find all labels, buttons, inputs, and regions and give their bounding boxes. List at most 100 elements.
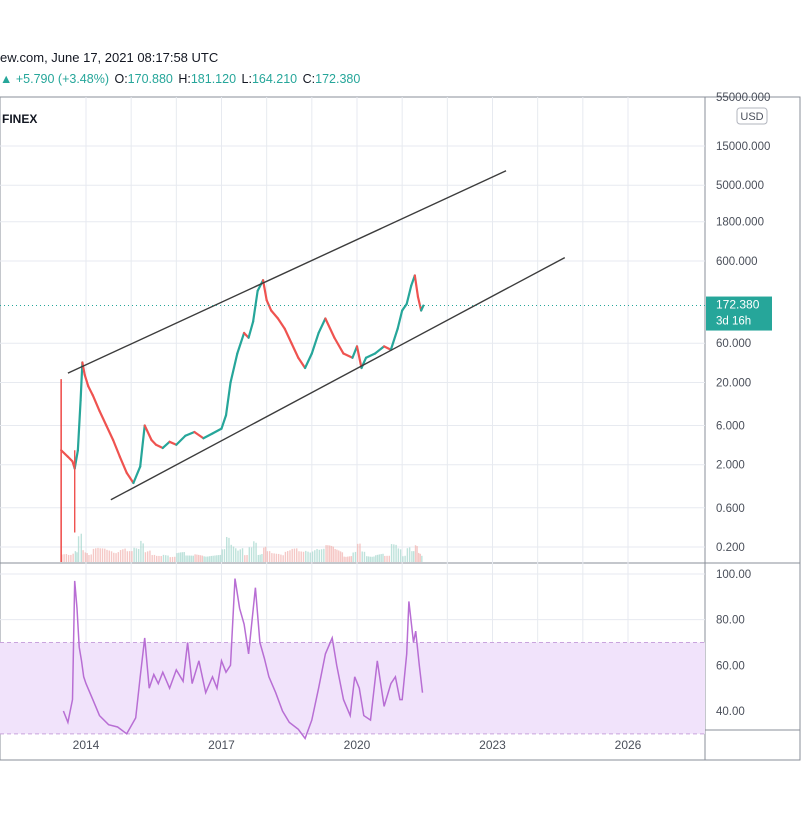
volume-bar (169, 557, 171, 562)
time-tick-label: 2026 (615, 738, 642, 752)
volume-bar (357, 543, 359, 562)
price-tick-label: 1800.000 (716, 217, 764, 229)
volume-bar (380, 554, 382, 562)
price-segment (290, 342, 300, 359)
volume-bar (219, 554, 222, 562)
volume-bar (334, 548, 336, 562)
channel-lower-line[interactable] (110, 256, 566, 501)
price-segment (373, 345, 386, 355)
price-segment (76, 399, 82, 452)
price-segment (168, 440, 178, 446)
volume-bar (144, 552, 147, 562)
volume-bar (104, 548, 106, 562)
volume-bar (90, 554, 92, 562)
volume-bar (214, 555, 216, 562)
volume-bar (146, 551, 149, 562)
price-segment (396, 309, 404, 330)
volume-bar (332, 546, 335, 562)
volume-bar (110, 551, 113, 562)
volume-bar (171, 556, 174, 562)
volume-bar (128, 551, 131, 562)
volume-bar (165, 555, 167, 562)
volume-bar (261, 554, 263, 562)
plot-border (0, 96, 801, 761)
volume-bar (395, 544, 397, 562)
price-change: +5.790 (+3.48%) (15, 72, 109, 86)
volume-bar (178, 552, 180, 562)
volume-bar (309, 552, 311, 562)
volume-bar (95, 548, 97, 562)
low-label: L: (241, 72, 252, 86)
channel-upper-line[interactable] (67, 170, 507, 374)
volume-bar (314, 550, 316, 562)
volume-bar (376, 554, 379, 562)
volume-bar (366, 556, 368, 562)
volume-bar (369, 556, 372, 562)
volume-bar (241, 548, 244, 562)
time-tick-label: 2023 (479, 738, 506, 752)
volume-bar (199, 555, 202, 562)
volume-bar (124, 548, 126, 562)
volume-bar (388, 555, 391, 562)
volume-bar (74, 551, 77, 562)
volume-bar (181, 552, 184, 562)
volume-bar (82, 550, 84, 562)
volume-bar (373, 556, 375, 562)
price-segment (420, 304, 425, 312)
volume-bar (217, 555, 220, 562)
price-segment (252, 289, 259, 323)
volume-bar (371, 556, 373, 562)
price-segment (324, 317, 336, 339)
close-value: 172.380 (315, 72, 361, 86)
time-tick-label: 2017 (208, 738, 235, 752)
volume-bar (137, 548, 140, 562)
price-segment (118, 455, 128, 474)
volume-bar (293, 548, 296, 562)
volume-bar (257, 554, 260, 562)
volume-bar (106, 549, 108, 562)
volume-bar (216, 555, 218, 562)
price-segment (416, 295, 423, 312)
volume-bar (239, 549, 241, 562)
time-tick-label: 2020 (344, 738, 371, 752)
price-segment (247, 320, 255, 339)
volume-bar (196, 554, 198, 562)
price-segment (139, 424, 146, 468)
volume-bar (284, 551, 287, 562)
last-price-label-bg (706, 296, 772, 331)
currency-badge[interactable] (736, 107, 768, 125)
volume-bar (194, 554, 196, 562)
volume-bar (113, 552, 115, 562)
price-segment (283, 327, 293, 345)
price-segment (342, 352, 354, 359)
channel-lines[interactable] (67, 170, 566, 501)
volume-bar (187, 555, 189, 562)
volume-bar (142, 543, 144, 562)
volume-bar (328, 545, 331, 562)
volume-bar (298, 551, 300, 562)
price-segment (143, 424, 153, 442)
volume-bar (318, 549, 321, 562)
volume-bar (203, 556, 205, 562)
price-segment (360, 356, 368, 370)
close-label: C: (302, 72, 316, 86)
price-segment (220, 414, 228, 430)
volume-bar (151, 555, 153, 562)
volume-bar (352, 552, 354, 562)
volume-bar (330, 545, 333, 562)
price-tick-label: 6.000 (716, 420, 745, 432)
price-segment (132, 465, 142, 485)
volume-bar (76, 552, 78, 562)
volume-bar (399, 549, 402, 562)
volume-bar (92, 548, 95, 562)
volume-bar (232, 546, 235, 562)
time-tick-label: 2014 (73, 738, 100, 752)
price-segment (413, 274, 420, 298)
volume-bar (302, 551, 305, 562)
price-segment (87, 385, 94, 397)
low-value: 164.210 (251, 72, 298, 86)
price-segment (161, 440, 171, 450)
volume-bar (201, 555, 204, 562)
volume-bar (325, 545, 327, 562)
